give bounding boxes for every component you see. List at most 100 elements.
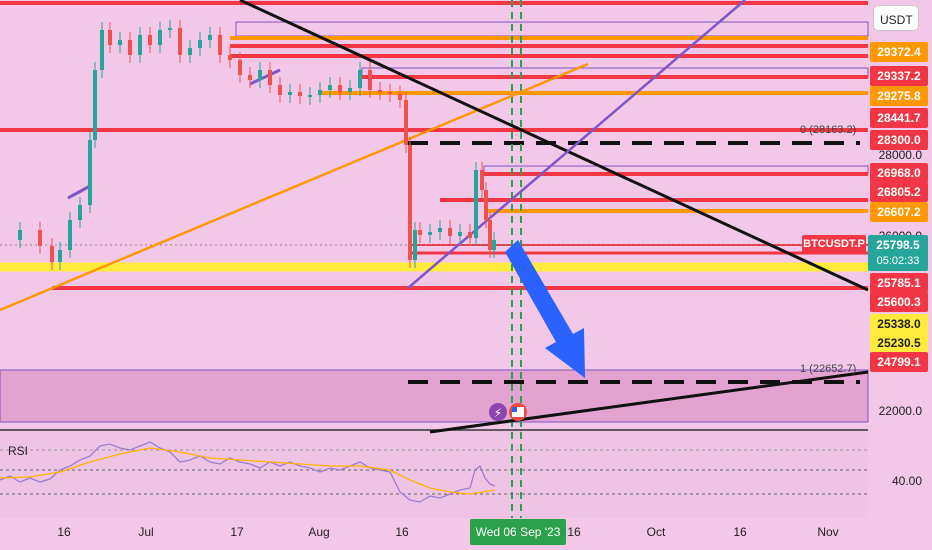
countdown: 05:02:33 <box>876 255 920 267</box>
candle-body <box>338 85 342 92</box>
candle-body <box>118 40 122 45</box>
price-level-tag: 26805.2 <box>870 182 928 202</box>
range-box <box>235 21 869 37</box>
rsi-tick: 40.00 <box>891 474 922 488</box>
date-label: Oct <box>646 525 666 539</box>
candle-body <box>198 40 202 48</box>
candle-body <box>288 92 292 95</box>
price-level-tag: 29337.2 <box>870 66 928 86</box>
channel-segment <box>67 184 91 200</box>
us-flag-icon <box>512 407 524 417</box>
date-label: 16 <box>395 525 409 539</box>
date-label: 16 <box>57 525 71 539</box>
date-label: Aug <box>308 525 330 539</box>
candle-body <box>404 100 408 145</box>
event-icon-flash[interactable] <box>489 403 507 421</box>
flash-icon: ⚡ <box>494 406 502 420</box>
candle-body <box>428 232 432 235</box>
candle-body <box>474 170 478 238</box>
candle-body <box>18 230 22 240</box>
price-level-tag: 26968.0 <box>870 163 928 183</box>
fib-label-0: 0 (28163.2) <box>800 124 857 136</box>
rsi-line <box>0 441 496 503</box>
candle-body <box>168 28 172 30</box>
price-tick: 22000.0 <box>878 404 922 418</box>
candle-body <box>208 35 212 40</box>
candle-body <box>358 70 362 88</box>
price-level-tag: 29372.4 <box>870 42 928 62</box>
candle-body <box>68 220 72 250</box>
price-level-tag: 25785.1 <box>870 273 928 293</box>
ascending-trendline <box>429 370 869 434</box>
candle-body <box>278 85 282 95</box>
rsi-label[interactable]: RSI <box>8 444 29 458</box>
date-label: 16 <box>567 525 581 539</box>
date-label: Nov <box>817 525 839 539</box>
price-level-tag: 25230.5 <box>870 333 928 353</box>
symbol-tag: BTCUSDT.P <box>802 235 866 253</box>
candle-body <box>488 220 492 250</box>
date-label: Jul <box>138 525 154 539</box>
currency-button[interactable]: USDT <box>873 5 919 31</box>
candle-body <box>368 70 372 90</box>
current-date-tag: Wed 06 Sep '23 <box>470 519 566 545</box>
us-flag-canton <box>512 407 517 412</box>
candle-body <box>58 250 62 262</box>
candle-body <box>158 30 162 45</box>
price-level-tag: 24799.1 <box>870 352 928 372</box>
price-level-tag: 25338.0 <box>870 314 928 334</box>
candle-body <box>448 228 452 236</box>
candle-body <box>348 88 352 92</box>
candle-body <box>388 92 392 94</box>
candle-body <box>468 232 472 238</box>
channel-segment <box>249 68 281 86</box>
date-label: 17 <box>230 525 244 539</box>
price-level-tag: 28300.0 <box>870 130 928 150</box>
candle-body <box>458 232 462 236</box>
candle-body <box>38 230 42 246</box>
candle-body <box>100 30 104 70</box>
candle-body <box>408 145 412 260</box>
rsi-signal-line <box>0 447 496 495</box>
last-price-value: 25798.5 <box>876 238 920 252</box>
candle-body <box>413 230 417 260</box>
candle-body <box>492 240 496 250</box>
candle-body <box>318 90 322 95</box>
date-label: 16 <box>733 525 747 539</box>
last-price-tag: 25798.5 05:02:33 <box>868 235 928 271</box>
candle-body <box>238 60 242 75</box>
candle-body <box>148 35 152 45</box>
price-level-tag: 28441.7 <box>870 108 928 128</box>
candle-body <box>228 55 232 60</box>
candle-body <box>108 30 112 45</box>
candle-body <box>138 35 142 55</box>
price-level-tag: 29275.8 <box>870 86 928 106</box>
candle-body <box>78 205 82 220</box>
candle-body <box>248 75 252 80</box>
candle-body <box>398 94 402 100</box>
candle-body <box>418 230 422 235</box>
candle-body <box>188 48 192 55</box>
demand-zone <box>0 369 869 423</box>
candle-body <box>93 70 97 140</box>
candle-body <box>50 246 54 262</box>
orange-trendline <box>0 62 589 312</box>
candle-body <box>258 70 262 80</box>
candle-body <box>218 35 222 55</box>
fib-label-1: 1 (22652.7) <box>800 363 857 375</box>
candle-body <box>178 28 182 55</box>
candle-body <box>438 228 442 232</box>
projection-arrow <box>505 240 585 378</box>
candle-body <box>378 90 382 92</box>
price-level-tag: 26607.2 <box>870 202 928 222</box>
candle-body <box>128 40 132 55</box>
price-tick: 28000.0 <box>878 148 922 162</box>
candle-body <box>480 170 484 190</box>
candle-body <box>268 70 272 85</box>
candle-body <box>328 85 332 90</box>
price-level-tag: 25600.3 <box>870 292 928 312</box>
descending-trendline <box>239 0 869 292</box>
channel-line <box>407 0 746 289</box>
